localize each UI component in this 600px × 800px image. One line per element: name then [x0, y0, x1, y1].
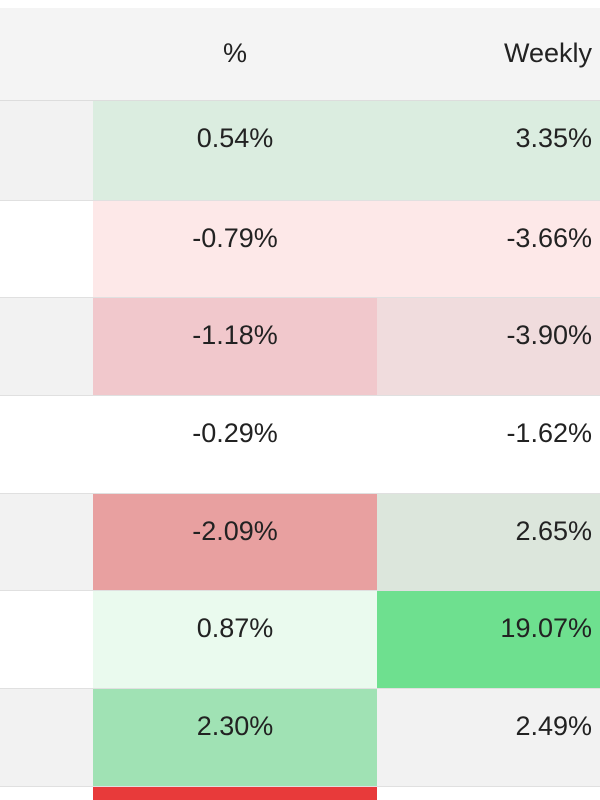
table-row: 2.30% 2.49%: [0, 689, 600, 787]
cell-text: 0.87%: [196, 613, 274, 643]
table-cell: [0, 689, 93, 786]
cell-text: -3.66%: [506, 223, 592, 253]
cell-text: 3.35%: [515, 123, 592, 153]
table-cell: [0, 396, 93, 493]
table-cell: -1.18%: [93, 298, 377, 395]
table-cell: -0.29%: [93, 396, 377, 493]
table-cell: -3.66%: [377, 201, 600, 297]
cell-text: -0.29%: [192, 418, 278, 448]
table-cell: 0.54%: [93, 101, 377, 200]
cell-text: -3.90%: [506, 320, 592, 350]
table-row: -2.09% 2.65%: [0, 494, 600, 591]
table-cell: 3.35%: [377, 101, 600, 200]
table-row: -1.18% -3.90%: [0, 298, 600, 396]
table-row: 0.87% 19.07%: [0, 591, 600, 689]
header-row: % Weekly: [0, 0, 600, 101]
table-cell: [0, 494, 93, 590]
cell-text: 2.49%: [515, 711, 592, 741]
header-cell: Weekly: [377, 8, 600, 100]
table-cell: 2.49%: [377, 689, 600, 786]
table-cell: [0, 298, 93, 395]
cell-text: 19.07%: [500, 613, 592, 643]
table-cell: 19.07%: [377, 591, 600, 688]
header-label: Weekly: [503, 38, 592, 68]
table-cell: -0.79%: [93, 201, 377, 297]
cell-text: -0.79%: [192, 223, 278, 253]
table-row: -0.29% -1.62%: [0, 396, 600, 494]
header-label: %: [222, 38, 247, 68]
table-cell: [0, 101, 93, 200]
table-cell: -2.09%: [93, 494, 377, 590]
cell-text: -1.62%: [506, 418, 592, 448]
cell-text: 0.54%: [196, 123, 274, 153]
table-cell: 2.30%: [93, 689, 377, 786]
table-cell: 0.87%: [93, 591, 377, 688]
table-cell: [0, 201, 93, 297]
header-cell: %: [93, 8, 377, 100]
cell-text: 2.65%: [515, 516, 592, 546]
cell-text: -1.18%: [192, 320, 278, 350]
table-cell: -1.62%: [377, 396, 600, 493]
table-cell: -3.90%: [377, 298, 600, 395]
table-row: -0.79% -3.66%: [0, 201, 600, 298]
cell-text: -2.09%: [192, 516, 278, 546]
table-cell: [0, 591, 93, 688]
cell-text: 2.30%: [196, 711, 274, 741]
table-cell: 2.65%: [377, 494, 600, 590]
table-row: 0.54% 3.35%: [0, 101, 600, 201]
partial-cell: [93, 787, 377, 800]
